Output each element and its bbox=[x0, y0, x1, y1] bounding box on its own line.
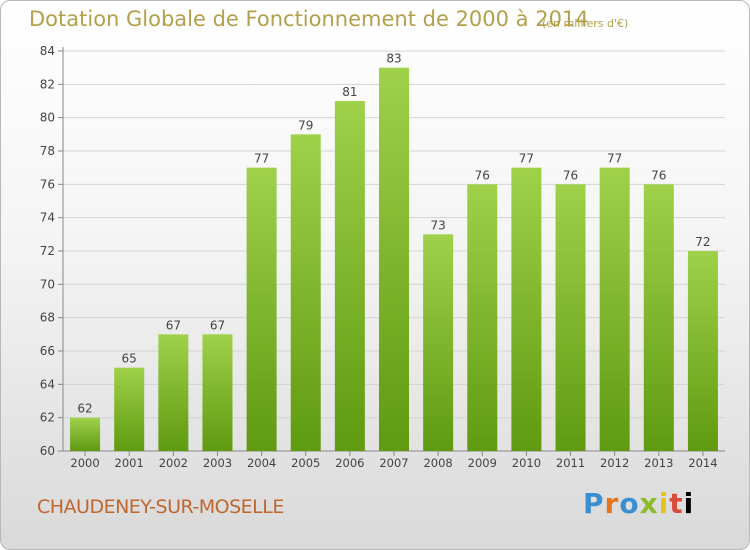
x-tick-label: 2000 bbox=[70, 456, 99, 470]
data-labels: 62 65 67 67 77 79 81 83 73 76 77 76 77 76 72 bbox=[77, 52, 710, 416]
x-tick-label: 2012 bbox=[600, 456, 629, 470]
y-tick-label: 66 bbox=[40, 344, 55, 358]
data-label: 62 bbox=[77, 402, 92, 416]
chart-unit-note: (en milliers d'€) bbox=[542, 17, 629, 30]
bar-2000 bbox=[70, 417, 101, 451]
x-tick-label: 2007 bbox=[379, 456, 408, 470]
data-label: 79 bbox=[298, 118, 313, 132]
bar-2005 bbox=[290, 134, 321, 452]
bar-2011 bbox=[555, 184, 586, 452]
bar-2003 bbox=[202, 334, 233, 451]
data-label: 73 bbox=[430, 218, 445, 232]
x-tick-label: 2005 bbox=[291, 456, 320, 470]
bar-2008 bbox=[423, 234, 454, 451]
bar-2006 bbox=[334, 101, 365, 451]
bar-2013 bbox=[643, 184, 674, 452]
bar-2010 bbox=[511, 167, 542, 451]
bars bbox=[70, 67, 718, 452]
data-label: 76 bbox=[475, 168, 490, 182]
data-label: 81 bbox=[342, 85, 357, 99]
data-label: 77 bbox=[607, 152, 622, 166]
x-tick-label: 2006 bbox=[335, 456, 364, 470]
x-tick-label: 2009 bbox=[468, 456, 497, 470]
data-label: 72 bbox=[695, 235, 710, 249]
y-tick-label: 60 bbox=[40, 444, 55, 458]
data-label: 77 bbox=[254, 152, 269, 166]
bar-2007 bbox=[378, 67, 410, 452]
data-label: 83 bbox=[386, 52, 401, 66]
x-tick-label: 2014 bbox=[688, 456, 717, 470]
y-tick-label: 62 bbox=[40, 411, 55, 425]
bar-2014 bbox=[687, 251, 718, 451]
y-tick-label: 84 bbox=[40, 44, 55, 58]
bar-2012 bbox=[599, 167, 630, 451]
x-tick-label: 2008 bbox=[423, 456, 452, 470]
data-label: 76 bbox=[563, 168, 578, 182]
y-tick-label: 78 bbox=[40, 144, 55, 158]
bar-2001 bbox=[114, 367, 145, 451]
y-tick-label: 76 bbox=[40, 177, 55, 191]
x-tick-label: 2002 bbox=[159, 456, 188, 470]
bar-2009 bbox=[467, 184, 498, 452]
y-tick-label: 80 bbox=[40, 111, 55, 125]
bar-2004 bbox=[246, 167, 277, 451]
y-tick-label: 70 bbox=[40, 277, 55, 291]
data-label: 67 bbox=[210, 318, 225, 332]
y-tick-label: 68 bbox=[40, 311, 55, 325]
y-tick-label: 72 bbox=[40, 244, 55, 258]
x-tick-label: 2003 bbox=[203, 456, 232, 470]
bar-2002 bbox=[158, 334, 189, 451]
y-tick-label: 74 bbox=[40, 211, 55, 225]
x-tick-label: 2010 bbox=[512, 456, 541, 470]
y-tick-label: 64 bbox=[40, 377, 55, 391]
chart-title: Dotation Globale de Fonctionnement de 20… bbox=[29, 7, 589, 31]
axes: 60 62 64 66 68 70 72 74 76 78 80 82 84 2000 2001 2002 20… bbox=[40, 44, 725, 470]
y-tick-label: 82 bbox=[40, 77, 55, 91]
commune-name: CHAUDENEY-SUR-MOSELLE bbox=[37, 496, 284, 518]
x-tick-label: 2001 bbox=[115, 456, 144, 470]
data-label: 77 bbox=[519, 152, 534, 166]
x-tick-label: 2011 bbox=[556, 456, 585, 470]
data-label: 65 bbox=[122, 352, 137, 366]
proxiti-logo: Proxiti bbox=[583, 487, 695, 520]
data-label: 67 bbox=[166, 318, 181, 332]
data-label: 76 bbox=[651, 168, 666, 182]
x-tick-label: 2004 bbox=[247, 456, 276, 470]
x-tick-label: 2013 bbox=[644, 456, 673, 470]
